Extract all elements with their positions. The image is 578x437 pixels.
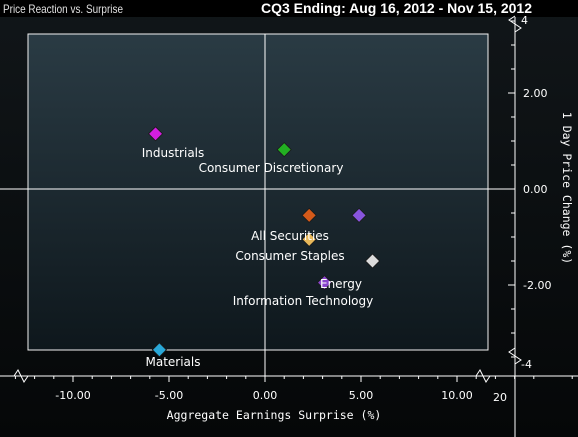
x-axis-ticks: -10.00 -5.00 0.00 5.00 10.00 20	[14, 376, 573, 404]
data-point	[151, 342, 167, 358]
panel-title: Price Reaction vs. Surprise	[3, 2, 123, 16]
scatter-points	[147, 126, 381, 358]
point-label: Consumer Staples	[235, 249, 344, 263]
x-tick-label: -10.00	[55, 389, 90, 402]
x-tick-label: 20	[493, 391, 507, 404]
data-point	[351, 207, 367, 223]
y-axis-title: 1 Day Price Change (%)	[560, 112, 574, 264]
y-tick-label: 0.00	[523, 183, 548, 196]
chart-title: CQ3 Ending: Aug 16, 2012 - Nov 15, 2012	[261, 0, 532, 16]
plot-area	[27, 33, 489, 351]
point-label: Industrials	[142, 146, 205, 160]
y-tick-label: 4	[521, 14, 528, 27]
x-tick-label: -5.00	[155, 389, 183, 402]
x-axis-break-left	[13, 369, 29, 383]
x-tick-label: 0.00	[253, 389, 278, 402]
data-point	[147, 126, 164, 142]
y-tick-label: -2.00	[523, 279, 551, 292]
y-axis-ticks: 2.00 0.00 -2.00 4 -4	[508, 14, 551, 371]
data-point	[301, 231, 317, 247]
point-label: Energy	[320, 277, 362, 291]
x-axis-break-right	[475, 369, 491, 383]
data-point	[276, 142, 292, 158]
y-axis-break-bottom	[508, 347, 522, 365]
y-tick-label: -4	[521, 358, 532, 371]
x-axis-title: Aggregate Earnings Surprise (%)	[167, 408, 382, 422]
zero-reference-lines	[0, 34, 515, 376]
point-label: All Securities	[251, 229, 329, 243]
x-tick-label: 10.00	[441, 389, 473, 402]
point-label: Consumer Discretionary	[199, 161, 344, 175]
title-bar	[0, 0, 578, 17]
x-tick-label: 5.00	[349, 389, 374, 402]
data-point	[301, 207, 317, 223]
point-label: Information Technology	[233, 294, 374, 308]
point-label: Materials	[145, 355, 200, 369]
y-tick-label: 2.00	[523, 87, 548, 100]
y-axis-break-top	[508, 15, 522, 33]
data-point	[316, 275, 333, 291]
data-point	[364, 253, 381, 269]
